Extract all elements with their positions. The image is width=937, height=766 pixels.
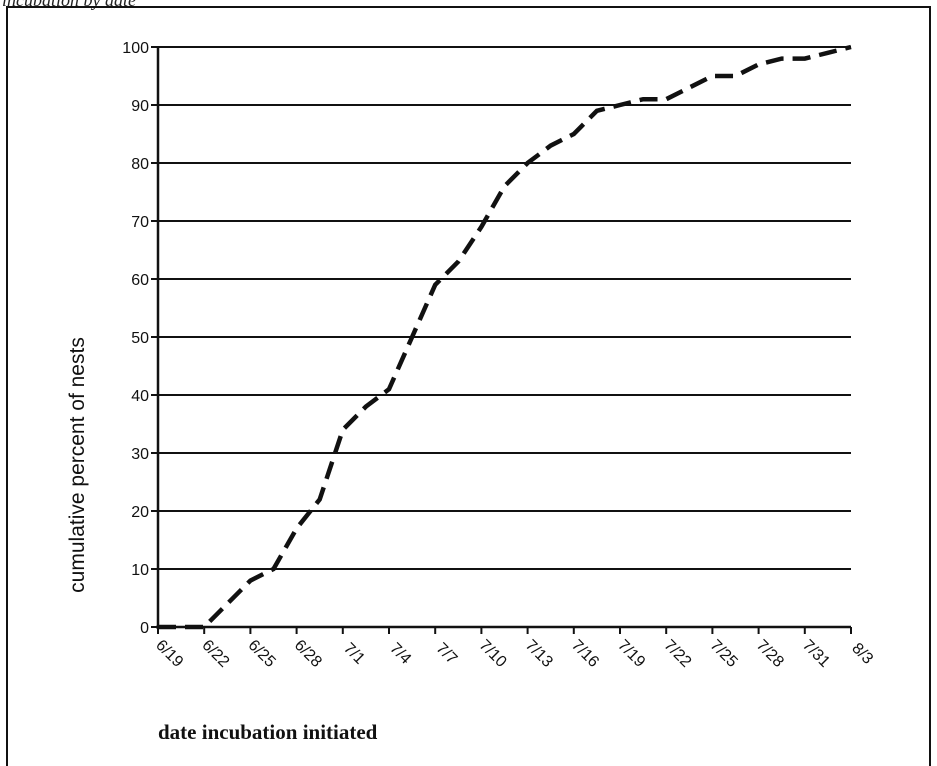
x-tick-label: 7/7 [433, 640, 461, 668]
caption-fragment: incubation by date [2, 0, 136, 10]
figure-frame [6, 6, 931, 766]
y-tick-label: 90 [131, 98, 149, 115]
x-tick-label: 6/25 [245, 637, 279, 671]
y-axis-label: cumulative percent of nests [66, 337, 89, 593]
x-tick-label: 7/22 [660, 637, 694, 671]
y-tick-label: 50 [131, 330, 149, 347]
x-tick-label: 8/3 [848, 640, 876, 668]
x-tick-label: 7/28 [753, 637, 787, 671]
x-tick-label: 7/10 [476, 637, 510, 671]
y-tick-label: 0 [140, 620, 149, 637]
x-axis-label: date incubation initiated [158, 720, 378, 744]
x-tick-label: 7/1 [340, 640, 368, 668]
y-tick-label: 100 [122, 40, 149, 57]
gridlines [158, 46, 851, 570]
y-tick-label: 80 [131, 156, 149, 173]
x-ticks: 6/19 6/22 6/25 6/28 7/1 7/4 7/7 7/10 7/13 7/16 7/1… [152, 627, 876, 671]
x-tick-label: 7/31 [799, 637, 833, 671]
y-tick-label: 60 [131, 272, 149, 289]
x-tick-label: 6/28 [291, 637, 325, 671]
x-tick-label: 7/16 [568, 637, 602, 671]
x-tick-label: 7/4 [386, 640, 414, 668]
y-ticks: 0 10 20 30 40 50 60 70 80 90 100 [122, 40, 158, 637]
y-tick-label: 10 [131, 562, 149, 579]
y-tick-label: 40 [131, 388, 149, 405]
y-tick-label: 30 [131, 446, 149, 463]
x-tick-label: 6/22 [198, 637, 232, 671]
y-tick-label: 20 [131, 504, 149, 521]
x-tick-label: 6/19 [152, 637, 186, 671]
x-tick-label: 7/25 [707, 637, 741, 671]
cumulative-series-line [158, 44, 852, 630]
y-tick-label: 70 [131, 214, 149, 231]
x-tick-label: 7/13 [522, 637, 556, 671]
x-tick-label: 7/19 [614, 637, 648, 671]
